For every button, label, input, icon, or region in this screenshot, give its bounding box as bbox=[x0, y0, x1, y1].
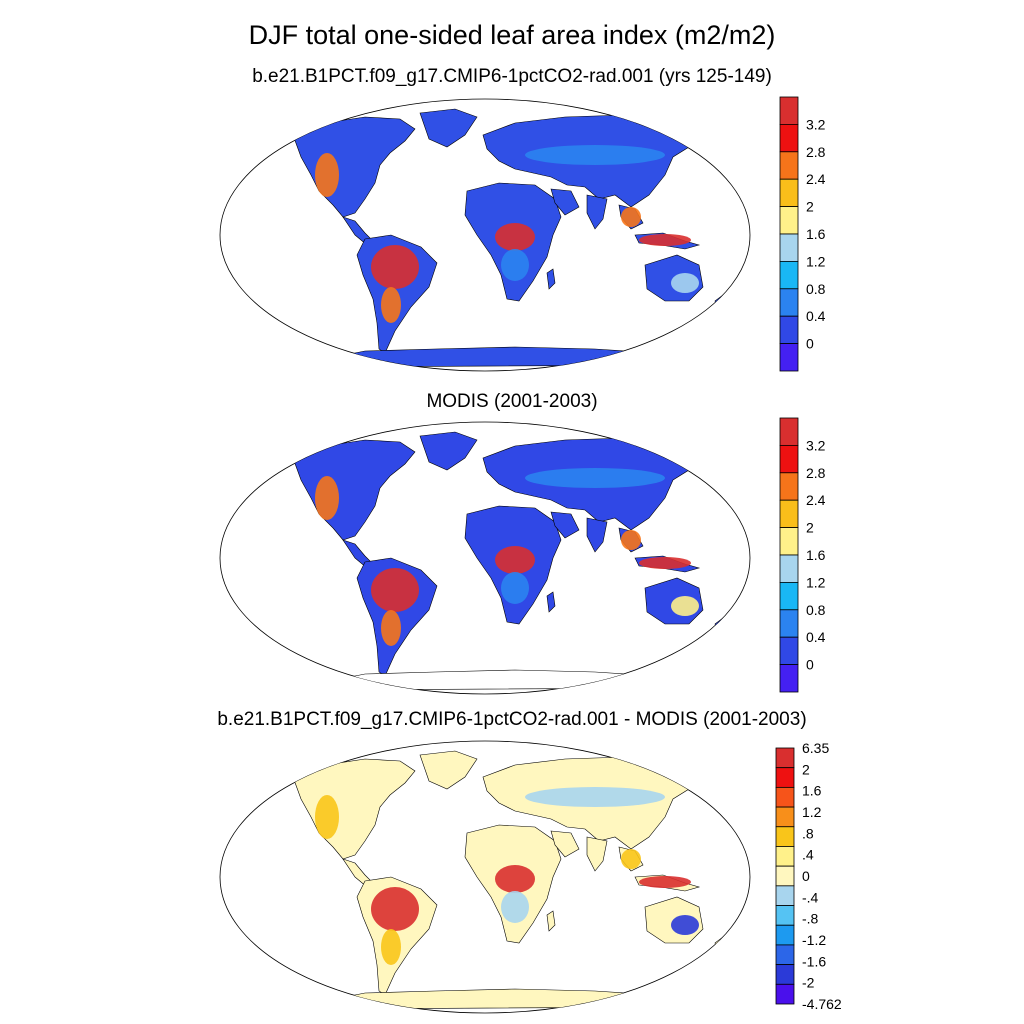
vegetation-patch bbox=[501, 249, 529, 281]
vegetation-patch bbox=[315, 153, 339, 197]
vegetation-patch bbox=[315, 476, 339, 520]
colorbar-swatch bbox=[775, 885, 795, 906]
colorbar-label: 0.4 bbox=[806, 308, 826, 324]
colorbar-label: -1.2 bbox=[802, 932, 826, 948]
land-india bbox=[586, 836, 608, 872]
vegetation-patch bbox=[371, 887, 419, 931]
colorbar-label: 0 bbox=[806, 657, 814, 673]
vegetation-patch bbox=[381, 929, 401, 965]
colorbar-label: 2.8 bbox=[806, 144, 826, 160]
vegetation-patch bbox=[501, 891, 529, 923]
colorbar-label: .4 bbox=[802, 847, 814, 863]
land-greenland bbox=[419, 431, 478, 471]
colorbar-label: .8 bbox=[802, 825, 814, 841]
vegetation-patch bbox=[315, 795, 339, 839]
land-madagascar bbox=[546, 268, 556, 290]
land-arabia bbox=[550, 188, 580, 216]
colorbar-label: -.4 bbox=[802, 889, 819, 905]
colorbar-label: 1.6 bbox=[806, 547, 826, 563]
land-india bbox=[586, 517, 608, 553]
land-india bbox=[586, 194, 608, 230]
main-title: DJF total one-sided leaf area index (m2/… bbox=[248, 20, 776, 50]
colorbar-label: -4.762 bbox=[802, 996, 842, 1012]
panel-title-diff: b.e21.B1PCT.f09_g17.CMIP6-1pctCO2-rad.00… bbox=[217, 709, 807, 730]
vegetation-patch bbox=[621, 207, 641, 227]
colorbar-label: 1.6 bbox=[806, 226, 826, 242]
colorbar-swatch bbox=[775, 964, 795, 985]
colorbar-label: 1.6 bbox=[802, 783, 822, 799]
colorbar-label: 2 bbox=[806, 199, 814, 215]
vegetation-patch bbox=[381, 287, 401, 323]
colorbar-label: 0 bbox=[802, 868, 810, 884]
colorbar-label: 1.2 bbox=[802, 804, 822, 820]
colorbar-swatch bbox=[775, 944, 795, 966]
vegetation-patch bbox=[371, 568, 419, 612]
panel-title-model: b.e21.B1PCT.f09_g17.CMIP6-1pctCO2-rad.00… bbox=[252, 66, 772, 87]
colorbar-swatch bbox=[775, 905, 795, 926]
colorbar-label: 1.2 bbox=[806, 253, 826, 269]
land-madagascar bbox=[546, 591, 556, 613]
colorbar-swatch bbox=[775, 846, 795, 867]
colorbar-swatch bbox=[775, 826, 795, 847]
colorbar-label: 0.8 bbox=[806, 602, 826, 618]
vegetation-patch bbox=[621, 849, 641, 869]
colorbar-label: 2.4 bbox=[806, 171, 826, 187]
land-arabia bbox=[550, 511, 580, 539]
vegetation-patch bbox=[671, 273, 699, 293]
vegetation-patch bbox=[639, 557, 691, 569]
colorbar-swatch bbox=[775, 865, 795, 887]
vegetation-patch bbox=[495, 223, 535, 251]
colorbar-label: -.8 bbox=[802, 911, 819, 927]
colorbar-label: 0.4 bbox=[806, 629, 826, 645]
colorbar-label: 6.35 bbox=[802, 740, 829, 756]
colorbar-label: -2 bbox=[802, 975, 815, 991]
colorbar-swatch bbox=[775, 767, 795, 788]
colorbar-label: 3.2 bbox=[806, 437, 826, 453]
vegetation-patch bbox=[525, 468, 665, 488]
map-model bbox=[219, 98, 751, 372]
land-arabia bbox=[550, 830, 580, 858]
land-madagascar bbox=[546, 910, 556, 932]
colorbar-swatch bbox=[775, 786, 795, 808]
vegetation-patch bbox=[495, 546, 535, 574]
colorbar-label: 2.8 bbox=[806, 465, 826, 481]
panel-title-obs: MODIS (2001-2003) bbox=[426, 391, 598, 412]
colorbar-label: 2 bbox=[806, 520, 814, 536]
colorbar-label: 1.2 bbox=[806, 574, 826, 590]
vegetation-patch bbox=[639, 234, 691, 246]
vegetation-patch bbox=[621, 530, 641, 550]
vegetation-patch bbox=[501, 572, 529, 604]
colorbar-label: 0.8 bbox=[806, 281, 826, 297]
colorbar-swatch bbox=[775, 983, 795, 1005]
land-greenland bbox=[419, 108, 478, 148]
colorbar-swatch bbox=[775, 806, 795, 828]
vegetation-patch bbox=[525, 787, 665, 807]
colorbar-label: 3.2 bbox=[806, 116, 826, 132]
colorbar-label: 0 bbox=[806, 336, 814, 352]
colorbar-label: 2 bbox=[802, 761, 810, 777]
colorbar-label: -1.6 bbox=[802, 953, 826, 969]
vegetation-patch bbox=[671, 915, 699, 935]
colorbar-swatch bbox=[779, 343, 799, 372]
map-diff bbox=[219, 740, 751, 1014]
colorbar-swatch bbox=[775, 747, 795, 769]
vegetation-patch bbox=[671, 596, 699, 616]
vegetation-patch bbox=[639, 876, 691, 888]
vegetation-patch bbox=[495, 865, 535, 893]
vegetation-patch bbox=[381, 610, 401, 646]
vegetation-patch bbox=[371, 245, 419, 289]
colorbar-swatch bbox=[779, 664, 799, 693]
colorbar-swatch bbox=[775, 924, 795, 946]
land-greenland bbox=[419, 750, 478, 790]
colorbar-label: 2.4 bbox=[806, 492, 826, 508]
map-obs bbox=[219, 421, 751, 695]
vegetation-patch bbox=[525, 145, 665, 165]
